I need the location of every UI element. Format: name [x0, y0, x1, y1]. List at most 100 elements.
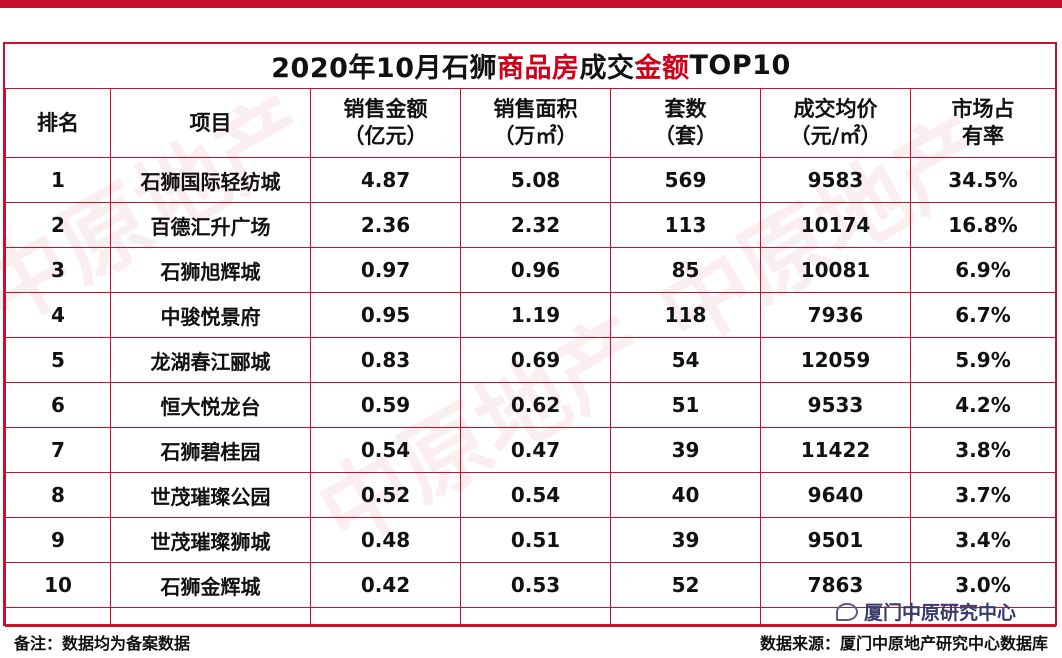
header-sales-amount: 销售金额 （亿元）	[310, 88, 461, 158]
cell-area: 0.69	[460, 337, 611, 383]
cell-units: 40	[610, 472, 761, 518]
cell-area: 0.53	[460, 562, 611, 608]
cell-rank: 9	[5, 517, 111, 563]
account-name: 厦门中原研究中心	[864, 602, 1017, 624]
cell-share: 5.9%	[910, 337, 1056, 383]
cell-price: 11422	[760, 427, 911, 473]
cell-area: 2.32	[460, 202, 611, 248]
cell-rank: 7	[5, 427, 111, 473]
cell-amount: 4.87	[310, 157, 461, 203]
cell-units: 51	[610, 382, 761, 428]
title-part: 成交	[579, 52, 635, 84]
header-project: 项目	[110, 88, 311, 158]
cell-units: 85	[610, 247, 761, 293]
cell-amount: 0.97	[310, 247, 461, 293]
header-row: 排名 项目 销售金额 （亿元） 销售面积 （万㎡） 套数 （套） 成交均价 （元/㎡） …	[5, 88, 1056, 158]
header-units: 套数 （套）	[610, 88, 761, 158]
cell-project: 石狮金辉城	[110, 562, 311, 608]
header-sales-area: 销售面积 （万㎡）	[460, 88, 611, 158]
empty-cell	[5, 607, 111, 627]
cell-project: 世茂璀璨公园	[110, 472, 311, 518]
cell-share: 6.7%	[910, 292, 1056, 338]
cell-rank: 1	[5, 157, 111, 203]
cell-rank: 8	[5, 472, 111, 518]
table-row: 3 石狮旭辉城 0.97 0.96 85 10081 6.9%	[5, 247, 1056, 293]
cell-rank: 2	[5, 202, 111, 248]
title-highlight: 商品房	[497, 52, 580, 84]
table-row: 1 石狮国际轻纺城 4.87 5.08 569 9583 34.5%	[5, 157, 1056, 203]
cell-area: 0.96	[460, 247, 611, 293]
cell-rank: 5	[5, 337, 111, 383]
cell-project: 百德汇升广场	[110, 202, 311, 248]
cell-project: 龙湖春江郦城	[110, 337, 311, 383]
cell-amount: 0.59	[310, 382, 461, 428]
table-row: 5 龙湖春江郦城 0.83 0.69 54 12059 5.9%	[5, 337, 1056, 383]
cell-amount: 0.52	[310, 472, 461, 518]
cell-project: 石狮旭辉城	[110, 247, 311, 293]
table-row: 2 百德汇升广场 2.36 2.32 113 10174 16.8%	[5, 202, 1056, 248]
cell-amount: 0.83	[310, 337, 461, 383]
cell-units: 569	[610, 157, 761, 203]
cell-area: 0.62	[460, 382, 611, 428]
cell-price: 9583	[760, 157, 911, 203]
cell-project: 恒大悦龙台	[110, 382, 311, 428]
cell-price: 7936	[760, 292, 911, 338]
cell-price: 9501	[760, 517, 911, 563]
cell-share: 16.8%	[910, 202, 1056, 248]
cell-price: 12059	[760, 337, 911, 383]
title-part: 2020年10月石狮	[271, 52, 497, 84]
cell-share: 34.5%	[910, 157, 1056, 203]
cell-units: 54	[610, 337, 761, 383]
cell-amount: 0.95	[310, 292, 461, 338]
cell-price: 10174	[760, 202, 911, 248]
cell-rank: 10	[5, 562, 111, 608]
cell-share: 4.2%	[910, 382, 1056, 428]
cell-units: 39	[610, 517, 761, 563]
cell-area: 0.51	[460, 517, 611, 563]
cell-price: 10081	[760, 247, 911, 293]
table-row: 9 世茂璀璨狮城 0.48 0.51 39 9501 3.4%	[5, 517, 1056, 563]
page-title: 2020年10月石狮 商品房 成交 金额 TOP10	[0, 42, 1062, 88]
title-part: TOP10	[689, 49, 791, 81]
empty-cell	[910, 607, 1056, 627]
cell-share: 6.9%	[910, 247, 1056, 293]
cell-price: 9533	[760, 382, 911, 428]
empty-row	[5, 607, 1056, 627]
title-highlight: 金额	[634, 52, 690, 84]
table-row: 4 中骏悦景府 0.95 1.19 118 7936 6.7%	[5, 292, 1056, 338]
cell-area: 1.19	[460, 292, 611, 338]
cell-rank: 6	[5, 382, 111, 428]
footer-note: 备注：数据均为备案数据	[14, 634, 191, 653]
table-row: 7 石狮碧桂园 0.54 0.47 39 11422 3.8%	[5, 427, 1056, 473]
wechat-account-watermark: 厦门中原研究中心	[836, 598, 1016, 625]
cell-rank: 4	[5, 292, 111, 338]
empty-cell	[610, 607, 761, 627]
cell-amount: 0.42	[310, 562, 461, 608]
header-rank: 排名	[5, 88, 111, 158]
footer-source: 数据来源：厦门中原地产研究中心数据库	[759, 634, 1048, 653]
table-row: 6 恒大悦龙台 0.59 0.62 51 9533 4.2%	[5, 382, 1056, 428]
cell-price: 9640	[760, 472, 911, 518]
cell-project: 石狮碧桂园	[110, 427, 311, 473]
cell-units: 52	[610, 562, 761, 608]
cell-project: 世茂璀璨狮城	[110, 517, 311, 563]
header-avg-price: 成交均价 （元/㎡）	[760, 88, 911, 158]
cell-share: 3.8%	[910, 427, 1056, 473]
cell-units: 113	[610, 202, 761, 248]
cell-area: 0.47	[460, 427, 611, 473]
cell-area: 5.08	[460, 157, 611, 203]
cell-units: 118	[610, 292, 761, 338]
cell-project: 石狮国际轻纺城	[110, 157, 311, 203]
empty-cell	[460, 607, 611, 627]
cell-amount: 0.48	[310, 517, 461, 563]
cell-amount: 2.36	[310, 202, 461, 248]
ranking-table: 排名 项目 销售金额 （亿元） 销售面积 （万㎡） 套数 （套） 成交均价 （元/㎡） …	[5, 88, 1056, 627]
table-row: 8 世茂璀璨公园 0.52 0.54 40 9640 3.7%	[5, 472, 1056, 518]
empty-cell	[310, 607, 461, 627]
cell-project: 中骏悦景府	[110, 292, 311, 338]
cell-amount: 0.54	[310, 427, 461, 473]
cell-rank: 3	[5, 247, 111, 293]
wechat-icon	[836, 602, 858, 621]
cell-area: 0.54	[460, 472, 611, 518]
header-market-share: 市场占 有率	[910, 88, 1056, 158]
